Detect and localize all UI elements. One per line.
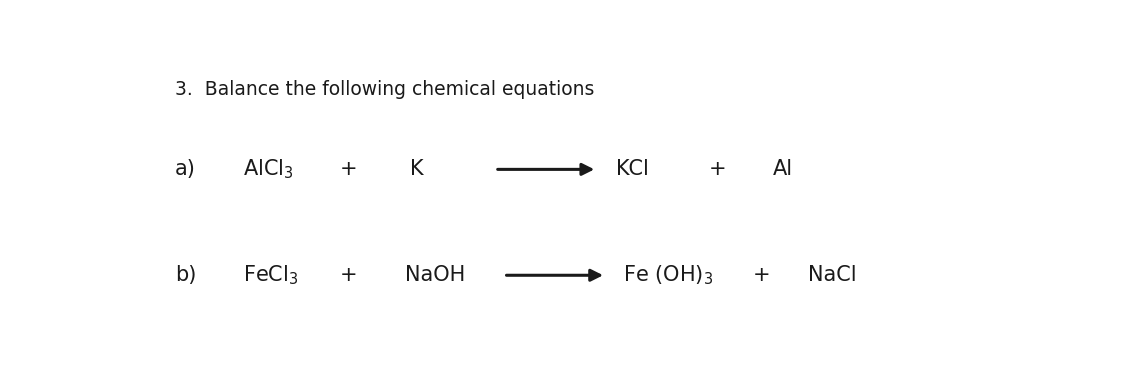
Text: a): a) (175, 159, 196, 180)
Text: +: + (339, 159, 357, 180)
Text: +: + (709, 159, 726, 180)
Text: 3.  Balance the following chemical equations: 3. Balance the following chemical equati… (175, 81, 594, 99)
Text: +: + (339, 265, 357, 285)
Text: NaCl: NaCl (807, 265, 856, 285)
Text: $\mathregular{Fe\ (OH)_3}$: $\mathregular{Fe\ (OH)_3}$ (624, 264, 713, 287)
Text: NaOH: NaOH (405, 265, 466, 285)
Text: $\mathregular{FeCl_3}$: $\mathregular{FeCl_3}$ (243, 264, 298, 287)
Text: KCl: KCl (617, 159, 649, 180)
Text: K: K (409, 159, 423, 180)
Text: $\mathregular{AlCl_3}$: $\mathregular{AlCl_3}$ (243, 158, 294, 181)
Text: +: + (753, 265, 770, 285)
Text: b): b) (175, 265, 196, 285)
Text: Al: Al (772, 159, 793, 180)
